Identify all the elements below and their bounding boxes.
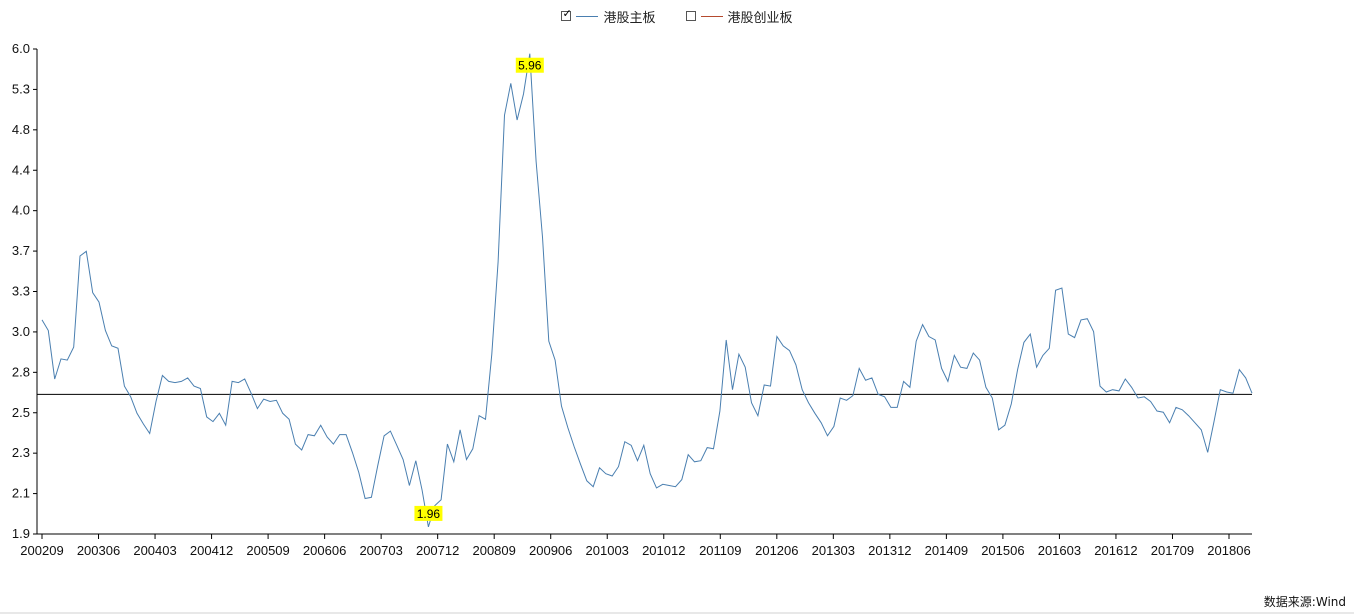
x-tick-label: 201012 xyxy=(642,543,685,558)
x-tick-label: 201603 xyxy=(1038,543,1081,558)
x-tick-label: 201806 xyxy=(1207,543,1250,558)
x-tick-label: 201709 xyxy=(1151,543,1194,558)
chart-legend: ✓ 港股主板 港股创业板 xyxy=(0,6,1354,26)
y-tick-label: 5.3 xyxy=(12,81,30,96)
bottom-divider xyxy=(0,612,1354,614)
y-tick-label: 2.5 xyxy=(12,405,30,420)
x-tick-label: 200412 xyxy=(190,543,233,558)
legend-line-main-board xyxy=(576,15,599,17)
legend-item-gem-board[interactable]: 港股创业板 xyxy=(685,6,793,26)
chart-axes: 6.0 5.3 4.8 4.4 4.0 3.7 3.3 3.0 2.8 2.5 2.3 2.1 1.9 2… xyxy=(12,41,1252,558)
legend-line-gem-board xyxy=(700,15,723,17)
x-tick-label: 201206 xyxy=(755,543,798,558)
y-tick-label: 3.7 xyxy=(12,243,30,258)
legend-checkbox-main-board[interactable]: ✓ xyxy=(561,7,572,21)
x-tick-label: 201612 xyxy=(1094,543,1137,558)
y-tick-label: 2.3 xyxy=(12,445,30,460)
legend-label-gem-board: 港股创业板 xyxy=(727,10,793,26)
x-tick-label: 201109 xyxy=(699,543,741,558)
x-tick-label: 200509 xyxy=(246,543,289,558)
x-tick-label: 200809 xyxy=(472,543,515,558)
y-tick-label: 3.0 xyxy=(12,324,30,339)
annotation-layer: 5.96 1.96 xyxy=(414,57,544,521)
y-tick-label: 4.8 xyxy=(12,122,30,137)
legend-checkbox-gem-board[interactable] xyxy=(685,11,696,21)
data-source-label: 数据来源:Wind xyxy=(1263,595,1346,609)
series-layer xyxy=(41,53,1253,528)
series-line-main-board xyxy=(41,53,1253,528)
y-tick-label: 6.0 xyxy=(12,41,30,56)
annotation-label: 1.96 xyxy=(417,507,441,521)
annotation-badge xyxy=(414,505,443,521)
x-tick-label: 201003 xyxy=(586,543,629,558)
y-tick-label: 4.4 xyxy=(12,162,30,177)
checkmark-icon: ✓ xyxy=(562,7,572,20)
x-tick-label: 201303 xyxy=(812,543,855,558)
y-tick-label: 2.8 xyxy=(12,364,30,379)
x-tick-label: 201312 xyxy=(868,543,911,558)
x-tick-label: 201409 xyxy=(925,543,968,558)
legend-item-main-board[interactable]: ✓ 港股主板 xyxy=(561,6,656,26)
x-tick-label: 200606 xyxy=(303,543,346,558)
y-tick-label: 1.9 xyxy=(12,526,30,541)
x-tick-label: 201506 xyxy=(981,543,1024,558)
annotation-badge xyxy=(515,57,544,73)
y-tick-label: 2.1 xyxy=(12,486,30,501)
x-tick-label: 200703 xyxy=(359,543,402,558)
x-tick-label: 200306 xyxy=(77,543,120,558)
annotation-label: 5.96 xyxy=(518,59,542,73)
x-tick-label: 200712 xyxy=(416,543,459,558)
y-tick-label: 3.3 xyxy=(12,284,30,299)
legend-label-main-board: 港股主板 xyxy=(603,10,656,26)
x-tick-label: 200403 xyxy=(133,543,176,558)
x-tick-label: 200906 xyxy=(529,543,572,558)
x-tick-label: 200209 xyxy=(20,543,63,558)
y-tick-label: 4.0 xyxy=(12,203,30,218)
